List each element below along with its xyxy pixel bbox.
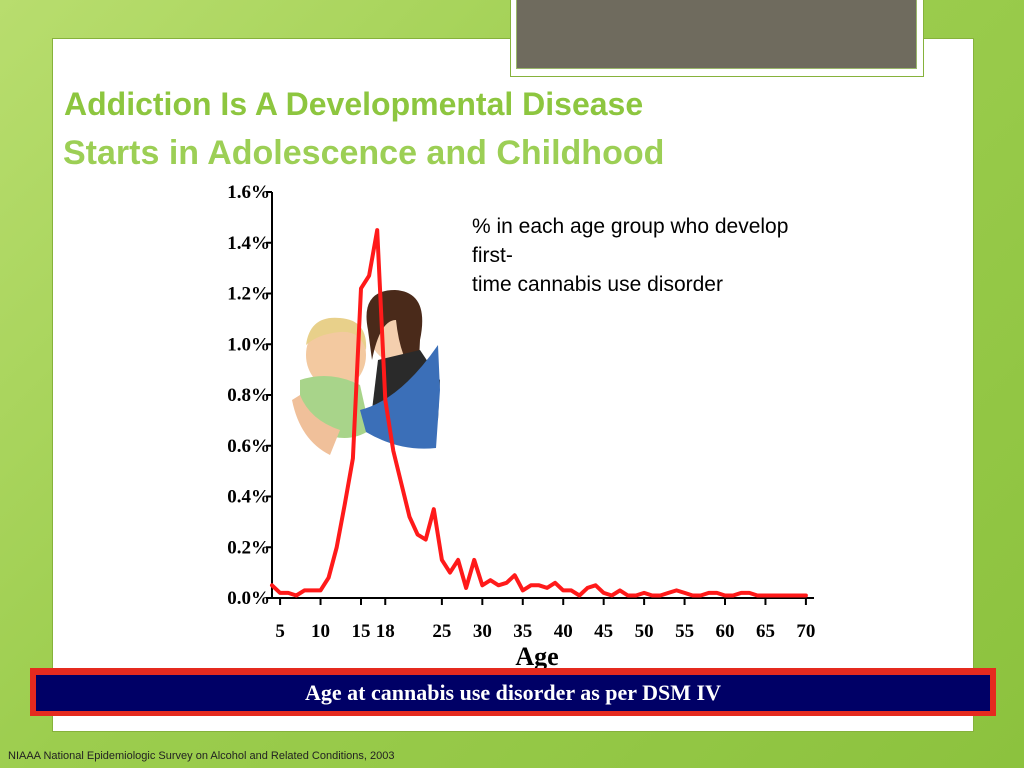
x-tick-label: 65 <box>756 621 775 642</box>
decorative-bar <box>516 0 917 69</box>
y-tick-label: 0.6% <box>227 436 270 457</box>
x-tick-label: 50 <box>635 621 654 642</box>
slide-title: Addiction Is A Developmental Disease <box>64 86 644 122</box>
x-tick-label: 18 <box>376 621 395 642</box>
x-tick-label: 70 <box>796 621 815 642</box>
x-axis-ticks: 5 10 15 18 25 30 35 40 45 50 55 60 65 70 <box>275 598 815 642</box>
x-tick-label: 60 <box>716 621 735 642</box>
x-tick-label: 5 <box>275 621 285 642</box>
x-tick-label: 40 <box>554 621 573 642</box>
y-tick-label: 1.0% <box>227 334 270 355</box>
y-tick-label: 1.2% <box>227 284 270 305</box>
slide-panel <box>52 38 974 732</box>
caption-text: Age at cannabis use disorder as per DSM … <box>36 675 990 711</box>
x-tick-label: 25 <box>432 621 451 642</box>
series-line <box>270 228 808 598</box>
x-axis-title: Age <box>515 642 558 671</box>
y-tick-label: 0.4% <box>227 487 270 508</box>
y-tick-label: 1.6% <box>227 182 270 203</box>
two-girls-photo <box>292 290 440 455</box>
x-tick-label: 55 <box>675 621 694 642</box>
source-citation: NIAAA National Epidemiologic Survey on A… <box>8 750 395 762</box>
annotation-line-2: first- <box>472 244 513 267</box>
slide-subtitle: Starts in Adolescence and Childhood <box>63 134 665 172</box>
x-tick-label: 45 <box>594 621 613 642</box>
x-tick-label: 10 <box>311 621 330 642</box>
x-tick-label: 30 <box>473 621 492 642</box>
x-tick-label: 15 <box>351 621 370 642</box>
y-tick-label: 0.8% <box>227 385 270 406</box>
y-tick-label: 0.2% <box>227 537 270 558</box>
y-axis-ticks: 0.0% 0.2% 0.4% 0.6% 0.8% 1.0% 1.2% 1.4% 1.6% <box>227 182 272 609</box>
annotation-line-3: time cannabis use disorder <box>472 273 723 296</box>
chart-annotation: % in each age group who develop first- t… <box>472 212 912 299</box>
annotation-line-1: % in each age group who develop <box>472 215 789 238</box>
y-tick-label: 0.0% <box>227 588 270 609</box>
x-tick-label: 35 <box>513 621 532 642</box>
y-tick-label: 1.4% <box>227 233 270 254</box>
